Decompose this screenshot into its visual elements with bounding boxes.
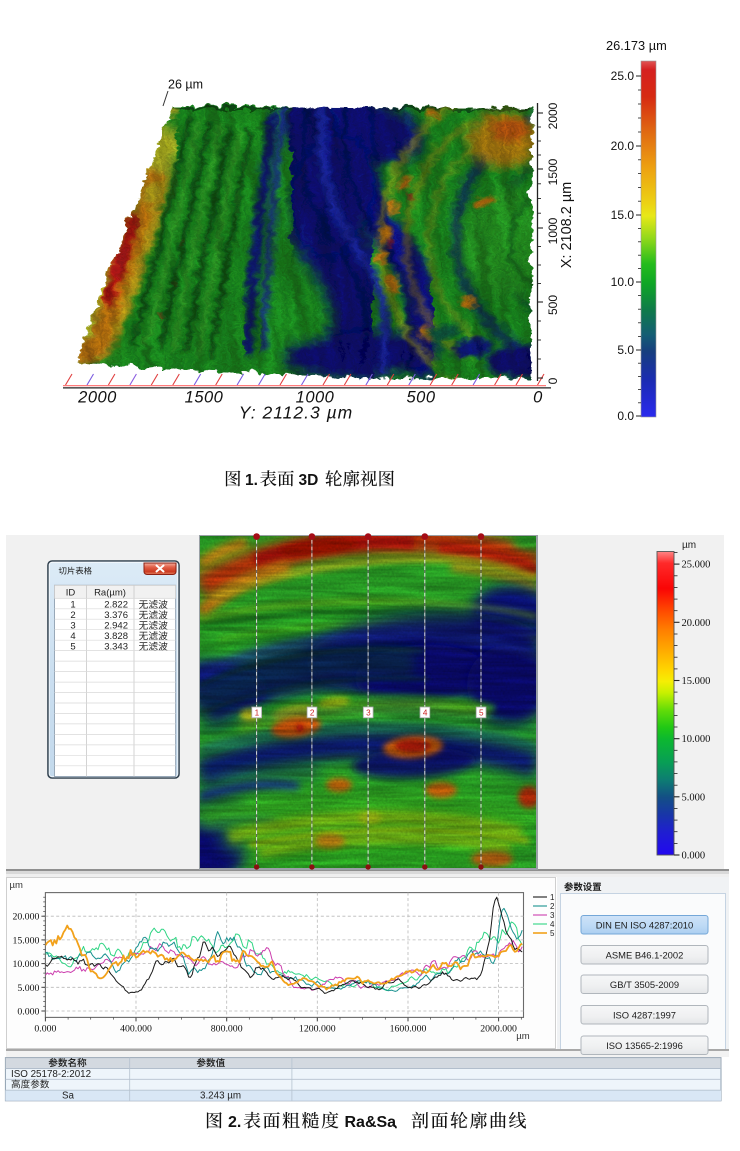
svg-text:3: 3 [366, 709, 371, 718]
svg-text:µm: µm [516, 1031, 529, 1042]
svg-text:5.000: 5.000 [682, 792, 706, 803]
svg-text:5: 5 [550, 929, 555, 938]
svg-text:1: 1 [70, 600, 75, 611]
svg-text:26 µm: 26 µm [168, 78, 203, 92]
svg-text:ASME B46.1-2002: ASME B46.1-2002 [606, 950, 684, 961]
svg-text:25.0: 25.0 [611, 69, 635, 83]
svg-text:4: 4 [423, 709, 428, 718]
svg-text:1000: 1000 [296, 389, 335, 407]
svg-text:2: 2 [550, 902, 555, 911]
svg-text:µm: µm [682, 540, 696, 551]
svg-text:1500: 1500 [185, 389, 224, 407]
svg-text:0: 0 [533, 389, 543, 407]
svg-text:1: 1 [255, 709, 260, 718]
svg-text:4: 4 [550, 920, 555, 929]
svg-text:Ra&Sa: Ra&Sa [345, 1114, 397, 1131]
svg-text:1200.000: 1200.000 [299, 1023, 336, 1034]
svg-text:DIN EN ISO 4287:2010: DIN EN ISO 4287:2010 [596, 920, 693, 931]
svg-text:2000: 2000 [77, 389, 117, 407]
svg-text:ISO 13565-2:1996: ISO 13565-2:1996 [606, 1040, 683, 1051]
svg-text:400.000: 400.000 [120, 1023, 152, 1034]
svg-text:5.0: 5.0 [617, 343, 634, 357]
svg-text:15.0: 15.0 [611, 208, 635, 222]
svg-text:2000: 2000 [546, 102, 560, 129]
svg-text:ID: ID [66, 588, 76, 599]
svg-text:Y: 2112.3 µm: Y: 2112.3 µm [239, 403, 354, 423]
svg-text:20.0: 20.0 [611, 139, 635, 153]
svg-text:2.942: 2.942 [104, 621, 128, 632]
svg-text:1500: 1500 [546, 158, 560, 185]
svg-text:2: 2 [310, 709, 315, 718]
svg-text:20.000: 20.000 [682, 618, 711, 629]
svg-text:1000: 1000 [546, 217, 560, 244]
svg-text:3.828: 3.828 [104, 631, 128, 642]
svg-text:ISO 25178-2:2012: ISO 25178-2:2012 [11, 1069, 91, 1080]
svg-text:3: 3 [550, 911, 555, 920]
svg-text:2000.000: 2000.000 [480, 1023, 517, 1034]
svg-text:3.343: 3.343 [104, 642, 128, 653]
svg-text:0: 0 [546, 377, 560, 384]
svg-text:3.376: 3.376 [104, 610, 128, 621]
svg-text:500: 500 [406, 389, 435, 407]
svg-text:1: 1 [550, 893, 555, 902]
svg-text:0.000: 0.000 [682, 851, 706, 862]
svg-text:Sa: Sa [62, 1090, 75, 1101]
svg-text:1600.000: 1600.000 [390, 1023, 427, 1034]
svg-text:10.000: 10.000 [12, 959, 39, 970]
svg-text:800.000: 800.000 [211, 1023, 243, 1034]
svg-text:25.000: 25.000 [682, 560, 711, 571]
svg-text:X: 2108.2 µm: X: 2108.2 µm [559, 182, 575, 269]
svg-text:3: 3 [70, 621, 75, 632]
svg-text:10.0: 10.0 [611, 275, 635, 289]
svg-text:2.822: 2.822 [104, 600, 128, 611]
svg-text:0.0: 0.0 [617, 409, 634, 423]
svg-text:3D: 3D [299, 472, 319, 489]
svg-text:Ra(µm): Ra(µm) [94, 588, 126, 599]
svg-text:0.000: 0.000 [34, 1023, 56, 1034]
svg-text:5.000: 5.000 [17, 983, 39, 994]
svg-text:GB/T 3505-2009: GB/T 3505-2009 [610, 979, 679, 990]
svg-text:10.000: 10.000 [682, 734, 711, 745]
svg-text:20.000: 20.000 [12, 912, 39, 923]
svg-text:2: 2 [70, 610, 75, 621]
svg-text:15.000: 15.000 [12, 935, 39, 946]
svg-text:500: 500 [546, 295, 560, 315]
svg-text:3.243 µm: 3.243 µm [200, 1090, 241, 1101]
svg-text:ISO 4287:1997: ISO 4287:1997 [613, 1010, 676, 1021]
svg-text:26.173 µm: 26.173 µm [606, 38, 667, 53]
svg-text:5: 5 [479, 709, 484, 718]
svg-text:µm: µm [10, 880, 23, 891]
svg-text:2.: 2. [228, 1114, 241, 1131]
svg-text:1.: 1. [245, 472, 258, 489]
svg-text:5: 5 [70, 642, 75, 653]
svg-text:4: 4 [70, 631, 75, 642]
svg-text:0.000: 0.000 [17, 1007, 39, 1018]
svg-text:15.000: 15.000 [682, 676, 711, 687]
